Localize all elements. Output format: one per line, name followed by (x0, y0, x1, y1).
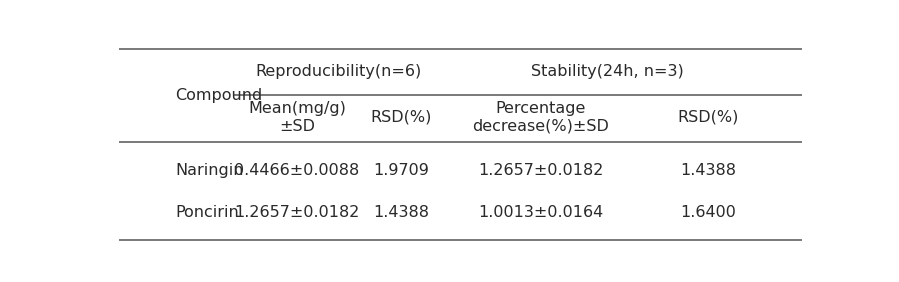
Text: 1.2657±0.0182: 1.2657±0.0182 (478, 163, 603, 178)
Text: Poncirin: Poncirin (175, 206, 239, 221)
Text: Naringin: Naringin (175, 163, 244, 178)
Text: Reproducibility(n=6): Reproducibility(n=6) (255, 64, 422, 79)
Text: RSD(%): RSD(%) (677, 110, 739, 125)
Text: 1.4388: 1.4388 (680, 163, 736, 178)
Text: Stability(24h, n=3): Stability(24h, n=3) (530, 64, 683, 79)
Text: Compound: Compound (175, 88, 263, 103)
Text: 1.4388: 1.4388 (373, 206, 430, 221)
Text: 1.2657±0.0182: 1.2657±0.0182 (235, 206, 360, 221)
Text: 1.0013±0.0164: 1.0013±0.0164 (478, 206, 603, 221)
Text: 0.4466±0.0088: 0.4466±0.0088 (235, 163, 360, 178)
Text: 1.6400: 1.6400 (681, 206, 736, 221)
Text: 1.9709: 1.9709 (374, 163, 430, 178)
Text: Mean(mg/g)
±SD: Mean(mg/g) ±SD (248, 101, 346, 134)
Text: RSD(%): RSD(%) (370, 110, 432, 125)
Text: Percentage
decrease(%)±SD: Percentage decrease(%)±SD (472, 101, 610, 134)
